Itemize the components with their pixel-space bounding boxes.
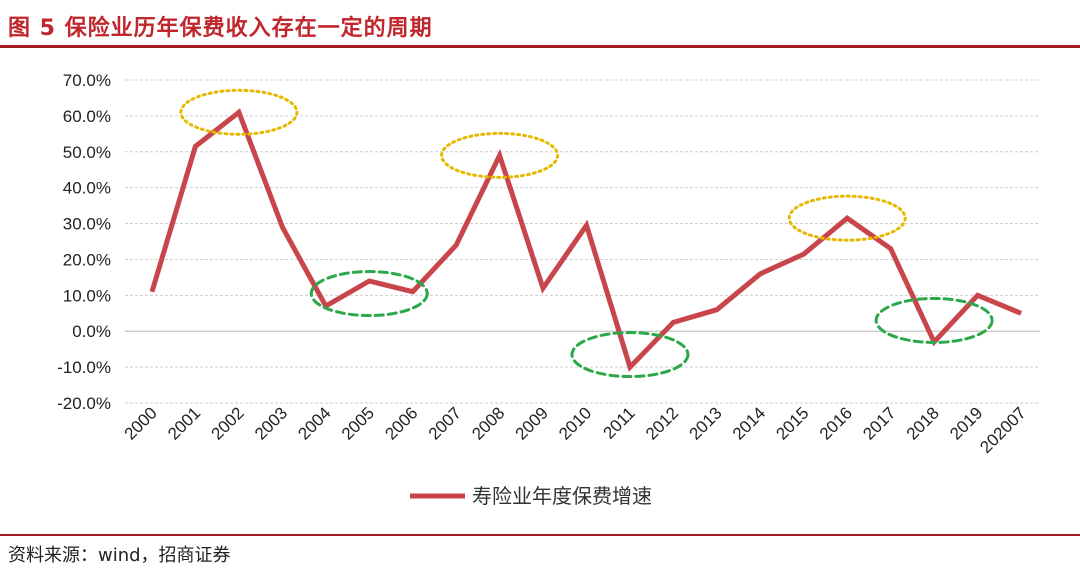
x-tick-label: 2004: [294, 403, 334, 443]
x-tick-label: 2005: [338, 403, 378, 443]
x-tick-label: 2013: [685, 403, 725, 443]
y-tick-label: 10.0%: [63, 286, 111, 305]
data-point: [238, 111, 240, 113]
data-point: [151, 291, 153, 293]
trough-ellipse: [570, 331, 690, 379]
x-tick-label: 2008: [468, 403, 508, 443]
x-tick-label: 202007: [976, 403, 1030, 457]
x-tick-label: 2006: [381, 403, 421, 443]
y-tick-label: -20.0%: [57, 394, 111, 413]
data-point: [542, 287, 544, 289]
legend-label: 寿险业年度保费增速: [472, 484, 652, 508]
y-axis-ticks: -20.0% -10.0% 0.0% 10.0% 20.0% 30.0% 40.0% 50.0…: [57, 71, 111, 413]
source-note: 资料来源：wind，招商证券: [8, 545, 231, 566]
peak-ellipse: [179, 88, 299, 136]
x-tick-label: 2018: [903, 403, 943, 443]
x-tick-label: 2019: [946, 403, 986, 443]
x-tick-label: 2014: [729, 403, 769, 443]
data-point: [368, 280, 370, 282]
data-point: [586, 224, 587, 226]
data-point: [629, 366, 631, 368]
y-tick-label: -10.0%: [57, 358, 111, 377]
x-tick-label: 2000: [121, 403, 161, 443]
data-point: [716, 309, 718, 311]
y-tick-label: 50.0%: [63, 143, 111, 162]
trough-ellipse: [309, 270, 429, 318]
x-tick-label: 2001: [164, 403, 204, 443]
gridlines: [125, 79, 1040, 404]
line-chart: -20.0% -10.0% 0.0% 10.0% 20.0% 30.0% 40.0% 50.0…: [57, 71, 1040, 508]
data-point: [194, 145, 196, 147]
y-tick-label: 20.0%: [63, 250, 111, 269]
y-tick-label: 60.0%: [63, 107, 111, 126]
y-tick-label: 70.0%: [63, 71, 111, 90]
series-layer: [149, 108, 1022, 372]
x-tick-label: 2012: [642, 403, 682, 443]
y-tick-label: 40.0%: [63, 179, 111, 198]
data-point: [977, 294, 979, 296]
data-point: [325, 305, 327, 307]
series-line: [149, 108, 1022, 372]
data-point: [846, 217, 848, 219]
x-tick-label: 2009: [512, 403, 552, 443]
data-point: [890, 248, 892, 250]
x-tick-label: 2011: [599, 403, 638, 442]
x-tick-label: 2017: [859, 403, 899, 443]
data-point: [499, 154, 501, 156]
x-tick-label: 2007: [425, 403, 465, 443]
data-point: [412, 291, 414, 293]
trough-ellipse: [874, 296, 994, 344]
x-axis-ticks: 2000 2001 2002 2003 2004 2005 2006 2007 2008 2009…: [121, 403, 1030, 457]
x-tick-label: 2016: [816, 403, 856, 443]
legend: 寿险业年度保费增速: [410, 484, 652, 508]
footer-rule: [0, 534, 1080, 536]
data-point: [281, 226, 283, 228]
data-point: [803, 253, 805, 255]
y-tick-label: 30.0%: [63, 215, 111, 234]
x-tick-label: 2010: [555, 403, 595, 443]
data-point: [759, 273, 761, 275]
header-rule: [0, 45, 1080, 48]
data-point: [672, 321, 674, 323]
annotation-layer: [179, 88, 994, 379]
data-point: [455, 244, 457, 246]
peak-ellipse: [440, 131, 560, 179]
x-tick-label: 2003: [251, 403, 291, 443]
peak-ellipse: [787, 194, 907, 242]
x-tick-label: 2015: [772, 403, 812, 443]
y-tick-label: 0.0%: [72, 322, 111, 341]
x-tick-label: 2002: [208, 403, 248, 443]
data-point: [1020, 312, 1022, 314]
figure-title: 图 5 保险业历年保费收入存在一定的周期: [8, 16, 433, 41]
